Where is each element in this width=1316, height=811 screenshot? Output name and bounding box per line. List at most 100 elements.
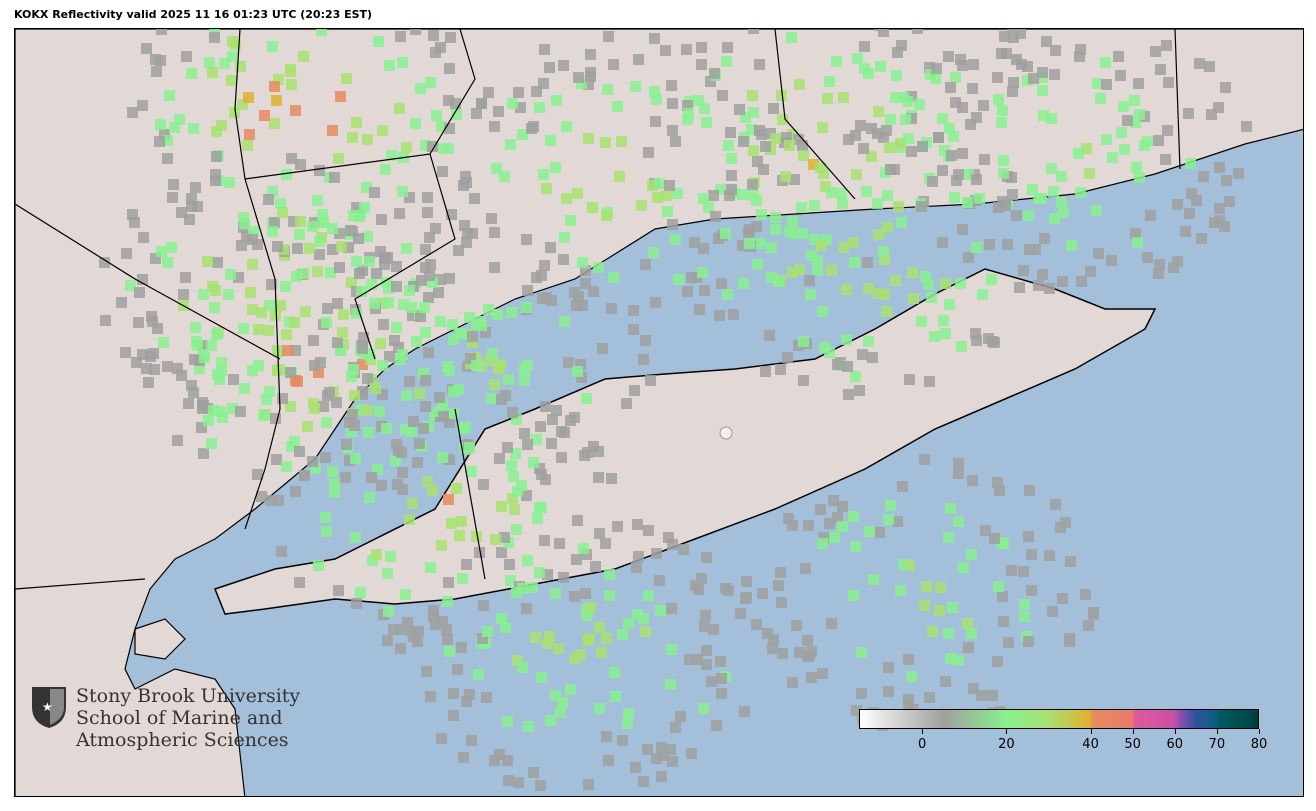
echo-cell [271,454,282,465]
echo-cell [430,619,441,630]
echo-cell [885,500,896,511]
echo-cell [748,190,759,201]
echo-cell [767,643,778,654]
echo-cell [738,278,749,289]
echo-cell [698,243,709,254]
echo-cell [448,386,459,397]
echo-cell [343,242,354,253]
echo-cell [244,129,255,140]
echo-cell [314,236,325,247]
echo-cell [780,171,791,182]
echo-cell [849,257,860,268]
echo-cell [837,501,848,512]
echo-cell [739,706,750,717]
echo-cell [573,72,584,83]
echo-cell [362,405,373,416]
echo-cell [632,609,643,620]
echo-cell [934,605,945,616]
echo-cell [1196,233,1207,244]
echo-cell [143,377,154,388]
echo-cell [1026,549,1037,560]
echo-cell [393,445,404,456]
echo-cell [558,572,569,583]
echo-cell [755,238,766,249]
echo-cell [357,359,368,370]
echo-cell [247,304,258,315]
echo-cell [863,283,874,294]
echo-cell [997,105,1008,116]
echo-cell [282,345,293,356]
echo-cell [1018,265,1029,276]
echo-cell [572,366,583,377]
echo-cell [515,102,526,113]
echo-cell [534,463,545,474]
echo-cell [994,485,1005,496]
logo-line: Stony Brook University [76,685,301,707]
echo-cell [737,240,748,251]
echo-cell [134,287,145,298]
echo-cell [696,42,707,53]
echo-cell [540,401,551,412]
echo-cell [906,671,917,682]
echo-cell [273,495,284,506]
echo-cell [797,228,808,239]
echo-cell [331,397,342,408]
radar-echoes [99,29,1252,791]
echo-cell [953,655,964,666]
echo-cell [597,343,608,354]
echo-cell [453,245,464,256]
echo-cell [572,188,583,199]
echo-cell [667,125,678,136]
echo-cell [377,360,388,371]
echo-cell [376,480,387,491]
echo-cell [1221,175,1232,186]
echo-cell [601,210,612,221]
echo-cell [945,653,956,664]
echo-cell [1084,168,1095,179]
echo-cell [148,348,159,359]
echo-cell [169,122,180,133]
echo-cell [206,438,217,449]
echo-cell [1118,101,1129,112]
echo-cell [384,60,395,71]
echo-cell [422,476,433,487]
echo-cell [496,613,507,624]
echo-cell [777,648,788,659]
echo-cell [812,265,823,276]
echo-cell [553,643,564,654]
echo-cell [486,213,497,224]
echo-cell [892,47,903,58]
echo-cell [421,666,432,677]
echo-cell [992,72,1003,83]
echo-cell [903,133,914,144]
echo-cell [651,548,662,559]
echo-cell [395,643,406,654]
echo-cell [285,401,296,412]
echo-cell [743,227,754,238]
echo-cell [875,61,886,72]
echo-cell [989,533,1000,544]
echo-cell [900,114,911,125]
echo-cell [596,647,607,658]
echo-cell [428,30,439,41]
echo-cell [333,153,344,164]
echo-cell [896,40,907,51]
echo-cell [473,669,484,680]
echo-cell [770,133,781,144]
echo-cell [576,372,587,383]
echo-cell [466,735,477,746]
echo-cell [751,619,762,630]
echo-cell [513,777,524,788]
echo-cell [686,748,697,759]
echo-cell [294,446,305,457]
echo-cell [202,256,213,267]
echo-cell [762,628,773,639]
echo-cell [907,267,918,278]
echo-cell [884,142,895,153]
echo-cell [926,292,937,303]
echo-cell [812,255,823,266]
echo-cell [499,532,510,543]
echo-cell [334,228,345,239]
echo-cell [435,316,446,327]
echo-cell [640,626,651,637]
